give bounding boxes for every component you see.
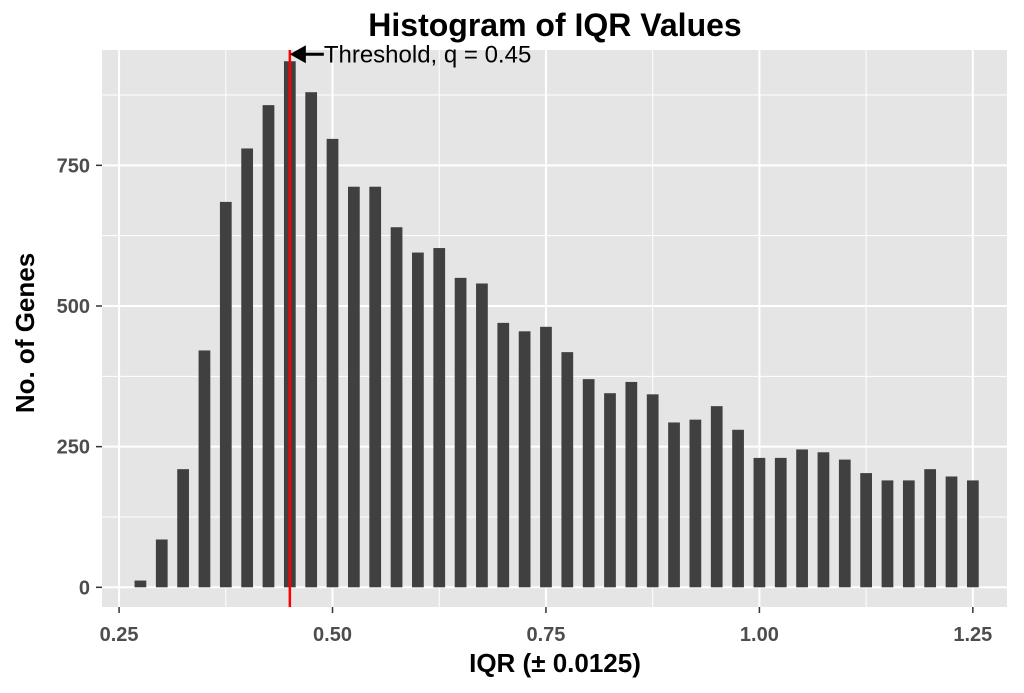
histogram-bar [305, 92, 318, 588]
histogram-bar [881, 480, 894, 588]
threshold-arrow-head [289, 45, 306, 64]
y-axis-title: No. of Genes [10, 253, 40, 413]
histogram-bar [860, 473, 872, 588]
histogram-bar [433, 248, 446, 588]
y-tick-label: 250 [57, 437, 90, 459]
histogram-bar [198, 350, 211, 588]
y-tick-label: 750 [57, 155, 90, 177]
histogram-bar [518, 331, 531, 588]
y-tick-label: 500 [57, 296, 90, 318]
histogram-bar [710, 406, 723, 588]
histogram-bar [369, 186, 382, 588]
histogram-bar [454, 277, 467, 588]
x-tick-label: 1.00 [740, 624, 779, 646]
histogram-bar [561, 352, 574, 588]
histogram-bar [902, 480, 915, 588]
histogram-bar [582, 379, 595, 588]
x-tick-label: 0.25 [100, 624, 139, 646]
histogram-bar [924, 469, 937, 588]
x-tick-label: 1.25 [953, 624, 992, 646]
histogram-bar [219, 201, 232, 588]
histogram-bar [476, 283, 488, 588]
histogram-bar [390, 227, 403, 588]
histogram-bar [177, 469, 189, 588]
x-tick-label: 0.75 [526, 624, 565, 646]
histogram-bar [966, 480, 979, 588]
histogram-bar [347, 186, 360, 588]
histogram-bar [838, 459, 851, 588]
histogram-bar [604, 393, 616, 588]
histogram-bar [412, 252, 424, 588]
histogram-bar [796, 449, 808, 588]
histogram-bar [326, 138, 339, 588]
histogram-bar [540, 326, 552, 588]
histogram-bar [134, 580, 147, 588]
histogram-bar [668, 422, 680, 588]
histogram-bar [625, 381, 638, 588]
histogram-bar [155, 539, 168, 588]
histogram-bar [497, 322, 510, 588]
histogram-bar [774, 457, 787, 588]
chart-title: Histogram of IQR Values [368, 7, 741, 43]
histogram-bar [689, 419, 702, 588]
histogram-bar [753, 457, 766, 588]
x-axis-title: IQR (± 0.0125) [469, 648, 641, 678]
histogram-bar [241, 148, 254, 588]
x-tick-label: 0.50 [313, 624, 352, 646]
y-tick-label: 0 [79, 577, 90, 599]
histogram-bar [817, 452, 830, 588]
histogram-bar [945, 476, 958, 588]
histogram-bar [732, 429, 744, 588]
plot-panel: Threshold, q = 0.45 0.25 0.50 0.75 1.00 1.25 0… [57, 41, 1007, 646]
threshold-annotation: Threshold, q = 0.45 [324, 41, 531, 68]
histogram-bar [262, 105, 275, 588]
histogram-bar [646, 394, 659, 588]
